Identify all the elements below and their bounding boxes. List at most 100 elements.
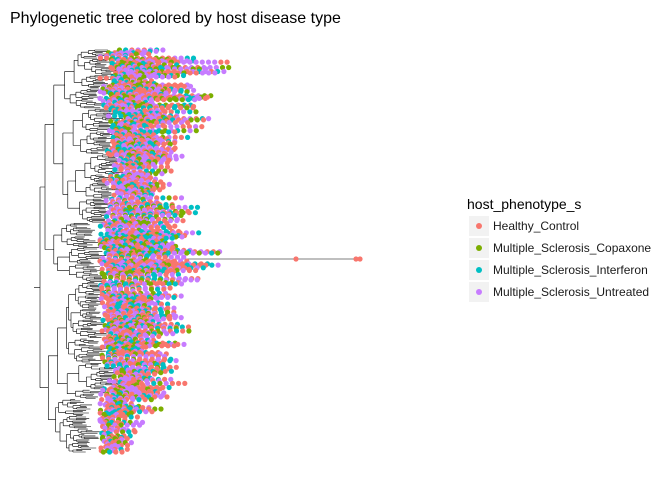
tip-point (165, 105, 171, 111)
tip-point (158, 160, 164, 166)
legend-key (476, 289, 482, 295)
tip-point (119, 449, 125, 455)
tip-point (159, 212, 166, 218)
tip-point (97, 401, 103, 407)
tip-point (192, 210, 198, 216)
tip-point (108, 118, 114, 124)
tip-point (162, 368, 168, 374)
tip-point (147, 74, 153, 80)
tip-point (181, 59, 187, 65)
tip-point (199, 124, 205, 130)
tip-point (353, 256, 359, 262)
tip-point (162, 254, 168, 260)
tip-point (185, 97, 192, 103)
tip-point (100, 317, 106, 323)
tip-point (106, 378, 113, 384)
tip-point (98, 391, 104, 397)
tip-point (126, 429, 132, 435)
tip-point (158, 370, 164, 376)
tip-point (111, 192, 117, 198)
tip-point (152, 164, 158, 170)
tip-point (174, 218, 180, 224)
tip-point (105, 113, 112, 119)
tip-point (188, 204, 194, 210)
tip-point (136, 397, 142, 403)
tip-point (166, 74, 172, 80)
tip-point (112, 109, 118, 115)
tip-point (179, 97, 185, 103)
tip-point (146, 301, 152, 307)
tip-point (187, 128, 193, 134)
tip-point (159, 171, 165, 177)
tip-point (194, 277, 200, 283)
tip-point (224, 59, 230, 65)
tip-point (118, 422, 124, 428)
tip-point (180, 72, 187, 79)
tip-point (162, 109, 168, 115)
legend-title: host_phenotype_s (467, 196, 581, 212)
tip-point (142, 286, 148, 292)
tip-point (180, 267, 186, 274)
tip-point (107, 152, 114, 158)
tip-point (166, 195, 172, 201)
chart-title: Phylogenetic tree colored by host diseas… (10, 10, 341, 27)
tip-point (101, 90, 107, 96)
tip-point (173, 97, 179, 103)
tip-point (206, 70, 212, 76)
tip-point (179, 153, 185, 159)
tip-point (179, 324, 185, 330)
tip-point (110, 66, 116, 72)
tip-point (114, 370, 120, 376)
tip-point (98, 231, 104, 237)
tip-point (162, 124, 168, 130)
tip-point (172, 195, 178, 201)
tip-point (164, 164, 171, 170)
tip-point (148, 397, 154, 403)
tip-point (166, 120, 172, 126)
tip-point (120, 429, 126, 435)
tip-point (218, 59, 224, 65)
tip-point (100, 98, 106, 104)
tip-point (193, 70, 199, 76)
tip-point (212, 59, 218, 65)
tip-point (163, 204, 170, 210)
tip-point (102, 425, 108, 431)
tip-point (178, 120, 185, 126)
tip-point (190, 105, 196, 111)
tip-point (154, 195, 160, 201)
tip-point (166, 212, 172, 218)
tip-point (128, 414, 134, 420)
tip-point (178, 293, 184, 299)
tip-point (110, 129, 116, 135)
tip-point (104, 214, 110, 220)
tip-point (191, 87, 197, 93)
tip-point (181, 254, 187, 260)
tip-point (162, 376, 168, 382)
tip-point (192, 97, 198, 103)
tip-point (219, 64, 226, 71)
tip-point (99, 397, 105, 403)
tip-point (141, 281, 147, 287)
tip-point (160, 195, 166, 201)
tip-point (168, 368, 174, 374)
tip-point (171, 305, 177, 311)
tip-point (180, 218, 186, 224)
tip-point (167, 224, 173, 231)
tip-point (202, 95, 208, 101)
tip-point (137, 409, 143, 415)
tip-point (193, 59, 199, 65)
tip-point (186, 328, 192, 334)
tip-point (104, 363, 110, 369)
tip-point (165, 343, 171, 349)
tip-point (153, 74, 159, 80)
tip-point (113, 449, 119, 455)
tip-point (167, 316, 173, 322)
tip-point (107, 449, 113, 455)
tip-point (200, 265, 206, 271)
legend-label: Multiple_Sclerosis_Interferon (493, 263, 648, 277)
tip-point (171, 250, 177, 256)
tip-point (207, 64, 213, 71)
tip-point (172, 281, 178, 287)
tip-point (141, 74, 147, 80)
